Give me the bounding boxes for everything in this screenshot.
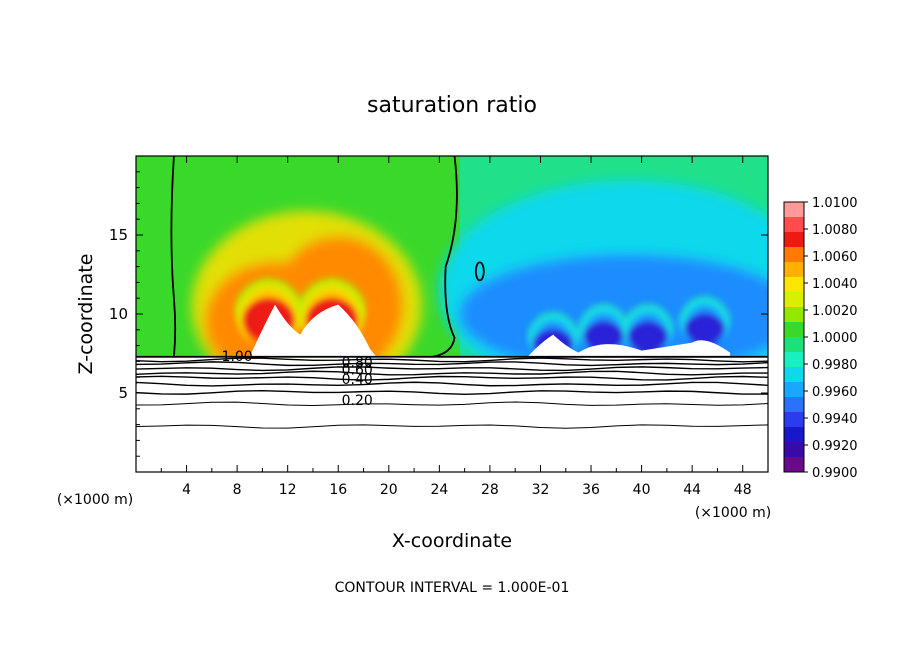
contour-line-8 — [136, 424, 768, 429]
x-tick-label: 28 — [481, 482, 499, 498]
colorbar-swatch — [784, 457, 804, 473]
colorbar-label: 0.9940 — [812, 412, 858, 427]
colorbar-label: 1.0080 — [812, 223, 858, 238]
x-unit-right: (×1000 m) — [695, 505, 771, 521]
contour-lines — [136, 156, 768, 429]
colorbar-label: 0.9900 — [812, 466, 858, 481]
colorbar-swatch — [784, 262, 804, 278]
contour-label: 0.80 — [342, 355, 373, 371]
contour-line-1 — [136, 361, 768, 367]
x-tick-label: 24 — [430, 482, 448, 498]
colorbar-label: 0.9980 — [812, 358, 858, 373]
colorbar-swatch — [784, 247, 804, 263]
contour-line-0 — [136, 357, 768, 363]
colorbar-swatch — [784, 322, 804, 338]
contour-line-1p00-left — [170, 156, 177, 357]
x-tick-label: 32 — [532, 482, 550, 498]
field-core-inner-5 — [684, 314, 725, 343]
contour-line-1p00-mid — [432, 156, 458, 358]
field-core-inner-3 — [583, 322, 624, 350]
contour-line-6 — [136, 389, 768, 395]
x-unit-left: (×1000 m) — [57, 492, 133, 508]
colorbar-swatch — [784, 427, 804, 443]
contour-interval-note: CONTOUR INTERVAL = 1.000E-01 — [335, 580, 570, 596]
x-axis-label: X-coordinate — [392, 530, 512, 552]
colorbar-swatch — [784, 337, 804, 353]
x-tick-label: 8 — [233, 482, 242, 498]
contour-line-5 — [136, 381, 768, 387]
cloud-core — [249, 304, 377, 357]
colorbar-swatch — [784, 217, 804, 233]
y-tick-label: 5 — [118, 384, 128, 402]
colorbar-label: 0.9920 — [812, 439, 858, 454]
colorbar-swatch — [784, 232, 804, 248]
colorbar-swatch — [784, 412, 804, 428]
cloud-core-right — [527, 334, 731, 357]
colorbar-swatch — [784, 307, 804, 323]
plot-area — [136, 156, 768, 472]
contour-line-4 — [136, 375, 768, 381]
colorbar-swatch — [784, 397, 804, 413]
colorbar-swatch — [784, 202, 804, 218]
x-tick-label: 12 — [279, 482, 297, 498]
x-tick-label: 48 — [734, 482, 752, 498]
x-tick-label: 40 — [633, 482, 651, 498]
chart-title: saturation ratio — [367, 93, 537, 118]
contour-line-2 — [136, 366, 768, 372]
colorbar-label: 1.0040 — [812, 277, 858, 292]
y-axis-label: Z-coordinate — [75, 254, 97, 375]
contour-line-1p00-island — [474, 261, 485, 282]
colorbar-label: 0.9960 — [812, 385, 858, 400]
contour-line-7 — [136, 401, 768, 407]
x-tick-label: 16 — [329, 482, 347, 498]
colorbar-label: 1.0100 — [812, 196, 858, 211]
colorbar-label: 1.0060 — [812, 250, 858, 265]
x-tick-label: 4 — [182, 482, 191, 498]
colorbar-swatch — [784, 382, 804, 398]
y-tick-label: 15 — [109, 226, 128, 244]
x-tick-label: 36 — [582, 482, 600, 498]
contour-label: 0.20 — [342, 393, 373, 409]
field-core-inner-4 — [627, 322, 668, 350]
contour-label: 0.60 — [342, 362, 373, 378]
contour-line-3 — [136, 370, 768, 376]
colorbar-swatch — [784, 277, 804, 293]
contour-label: 0.40 — [342, 372, 373, 388]
y-tick-label: 10 — [109, 305, 128, 323]
colorbar-swatch — [784, 292, 804, 308]
colorbar-label: 1.0020 — [812, 304, 858, 319]
x-tick-label: 44 — [683, 482, 701, 498]
x-tick-label: 20 — [380, 482, 398, 498]
colorbar-swatch — [784, 352, 804, 368]
colorbar-swatch — [784, 442, 804, 458]
colorbar-swatch — [784, 367, 804, 383]
contour-label: 1.00 — [222, 349, 253, 365]
colorbar-label: 1.0000 — [812, 331, 858, 346]
